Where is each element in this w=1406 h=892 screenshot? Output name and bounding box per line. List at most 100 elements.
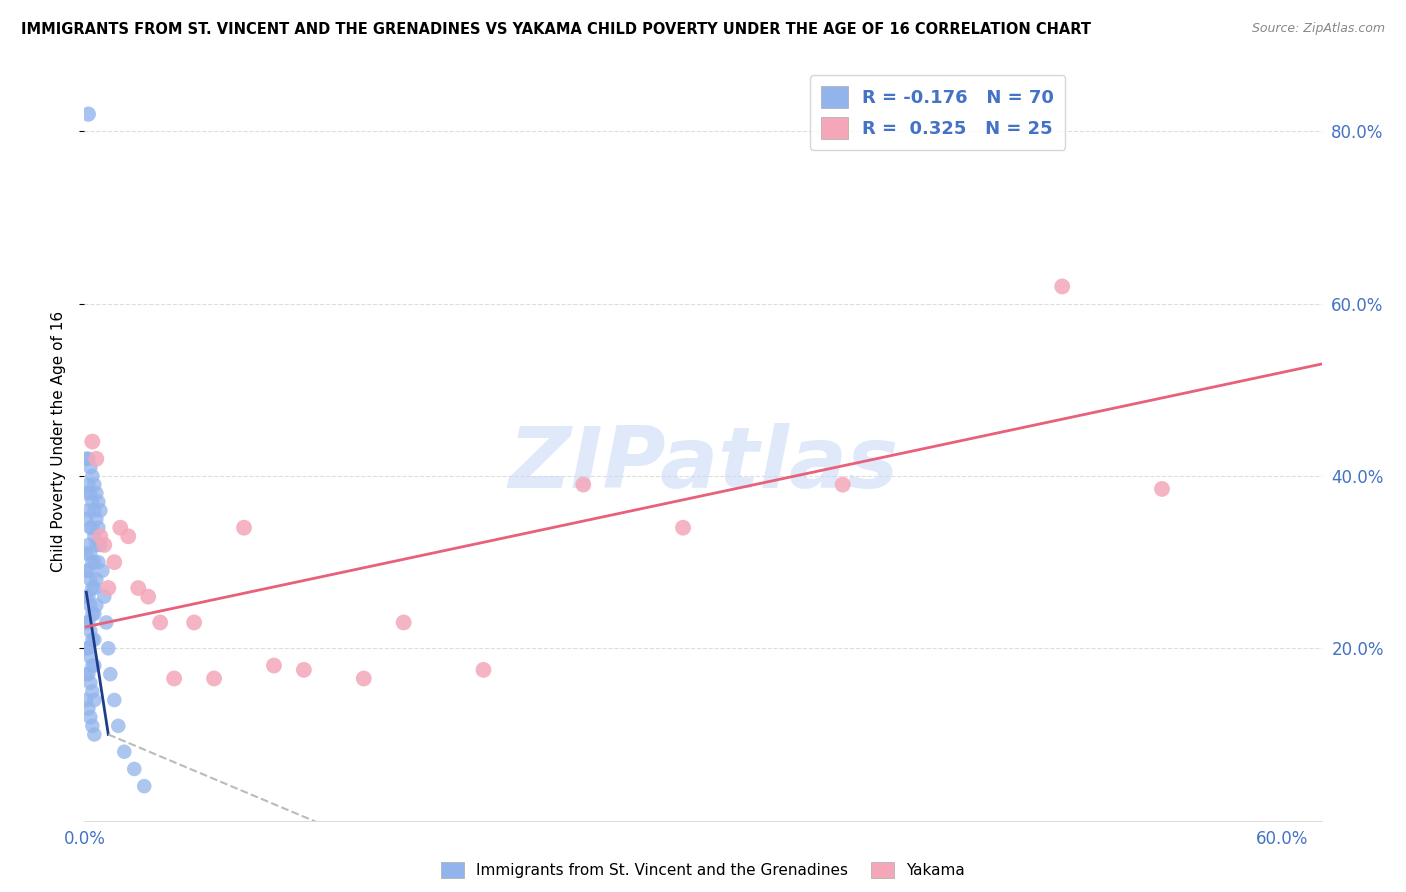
Point [93, 538, 115, 552]
Point [79, 573, 101, 587]
Y-axis label: Child Poverty Under the Age of 16: Child Poverty Under the Age of 16 [51, 311, 66, 572]
Point [83, 658, 105, 673]
Point [77, 564, 100, 578]
Point [82, 434, 104, 449]
Point [86, 451, 108, 466]
Point [117, 529, 139, 543]
Point [83, 581, 105, 595]
Point [75, 512, 97, 526]
Point [392, 615, 415, 630]
Point [1050, 279, 1073, 293]
Point [86, 512, 108, 526]
Point [77, 107, 100, 121]
Point [149, 615, 172, 630]
Point [82, 581, 104, 595]
Point [97, 641, 120, 656]
Point [82, 607, 104, 621]
Point [77, 477, 100, 491]
Point [103, 693, 125, 707]
Point [75, 693, 97, 707]
Text: ZIPatlas: ZIPatlas [508, 423, 898, 506]
Point [98, 667, 121, 681]
Point [75, 590, 97, 604]
Point [82, 658, 104, 673]
Point [86, 538, 108, 552]
Point [86, 486, 108, 500]
Point [82, 719, 104, 733]
Point [136, 590, 159, 604]
Point [75, 641, 97, 656]
Point [103, 555, 125, 569]
Point [91, 564, 114, 578]
Point [83, 477, 105, 491]
Point [87, 495, 110, 509]
Point [77, 615, 100, 630]
Point [163, 672, 186, 686]
Point [87, 555, 110, 569]
Point [79, 675, 101, 690]
Point [82, 684, 104, 698]
Point [233, 521, 256, 535]
Point [75, 451, 97, 466]
Legend: R = -0.176   N = 70, R =  0.325   N = 25: R = -0.176 N = 70, R = 0.325 N = 25 [810, 75, 1066, 150]
Point [82, 555, 104, 569]
Point [75, 667, 97, 681]
Point [75, 486, 97, 500]
Point [77, 538, 100, 552]
Point [831, 477, 853, 491]
Point [77, 503, 100, 517]
Point [112, 745, 135, 759]
Point [77, 701, 100, 715]
Point [1150, 482, 1173, 496]
Point [77, 667, 100, 681]
Point [83, 693, 105, 707]
Point [122, 762, 145, 776]
Point [79, 649, 101, 664]
Point [86, 599, 108, 613]
Point [353, 672, 375, 686]
Point [572, 477, 595, 491]
Point [82, 495, 104, 509]
Point [89, 529, 111, 543]
Point [89, 538, 111, 552]
Point [96, 615, 118, 630]
Point [107, 719, 129, 733]
Point [75, 615, 97, 630]
Legend: Immigrants from St. Vincent and the Grenadines, Yakama: Immigrants from St. Vincent and the Gren… [434, 856, 972, 884]
Text: Source: ZipAtlas.com: Source: ZipAtlas.com [1251, 22, 1385, 36]
Point [82, 469, 104, 483]
Point [292, 663, 315, 677]
Point [79, 710, 101, 724]
Point [183, 615, 205, 630]
Point [89, 503, 111, 517]
Point [82, 632, 104, 647]
Point [472, 663, 495, 677]
Point [97, 581, 120, 595]
Point [672, 521, 695, 535]
Point [77, 641, 100, 656]
Point [79, 486, 101, 500]
Point [79, 599, 101, 613]
Point [263, 658, 285, 673]
Point [127, 581, 149, 595]
Point [83, 607, 105, 621]
Point [79, 547, 101, 561]
Point [75, 564, 97, 578]
Point [82, 521, 104, 535]
Point [93, 590, 115, 604]
Point [202, 672, 225, 686]
Point [75, 547, 97, 561]
Point [87, 521, 110, 535]
Point [79, 521, 101, 535]
Point [83, 555, 105, 569]
Point [77, 451, 100, 466]
Point [86, 573, 108, 587]
Point [77, 590, 100, 604]
Point [79, 624, 101, 639]
Point [83, 727, 105, 741]
Point [83, 529, 105, 543]
Point [110, 521, 132, 535]
Point [83, 503, 105, 517]
Text: IMMIGRANTS FROM ST. VINCENT AND THE GRENADINES VS YAKAMA CHILD POVERTY UNDER THE: IMMIGRANTS FROM ST. VINCENT AND THE GREN… [21, 22, 1091, 37]
Point [83, 632, 105, 647]
